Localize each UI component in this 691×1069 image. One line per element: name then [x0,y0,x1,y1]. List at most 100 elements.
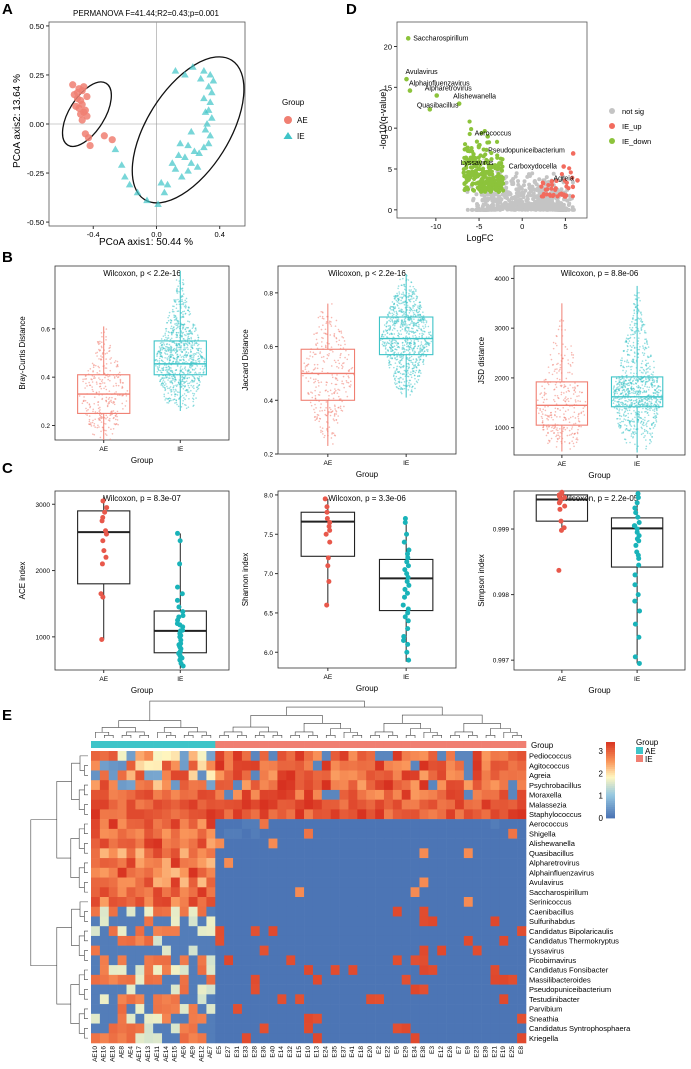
box-bray-point-ie [192,327,194,329]
volcano-point-notsig [509,179,513,183]
box-jsd-point-ie [618,403,620,405]
box-bray-point-ie [173,326,175,328]
box-shannon-point-ae [325,510,330,515]
box-jaccard-point-ie [398,352,400,354]
box-jaccard-point-ae [315,395,317,397]
box-jaccard-point-ae [313,382,315,384]
box-bray-point-ie [186,327,188,329]
box-jsd-point-ie [633,421,635,423]
box-bray-point-ie [182,313,184,315]
box-bray-point-ae [115,391,117,393]
box-jaccard-point-ae [318,382,320,384]
box-jsd-point-ie [644,343,646,345]
box-bray-point-ie [194,369,196,371]
box-jsd-point-ie [653,405,655,407]
heatmap-group-cell [411,741,420,748]
box-jaccard-point-ae [312,392,314,394]
box-shannon-point-ie [406,658,411,663]
box-jsd-point-ie [629,340,631,342]
box-bray-point-ie [170,339,172,341]
box-bray-point-ie [166,377,168,379]
box-bray-point-ie [196,365,198,367]
box-bray-point-ae [98,408,100,410]
box-bray-point-ie [194,380,196,382]
box-jaccard-point-ie [415,289,417,291]
box-bray-point-ae [122,386,124,388]
box-simpson-point-ie [637,520,642,525]
box-jaccard-point-ie [410,383,412,385]
box-bray-point-ae [106,352,108,354]
box-bray-point-ie [181,351,183,353]
volcano-point-up [549,187,553,191]
box-bray-point-ie [185,347,187,349]
box-bray-point-ie [161,349,163,351]
box-jsd-point-ie [628,382,630,384]
box-jaccard-point-ie [409,295,411,297]
box-jaccard-point-ae [342,363,344,365]
box-jsd-point-ie [642,388,644,390]
box-bray-point-ae [109,370,111,372]
box-bray-point-ae [97,424,99,426]
box-ace-point-ae [100,595,105,600]
box-bray-point-ie [165,348,167,350]
box-bray-point-ae [93,425,95,427]
box-jsd-point-ie [635,323,637,325]
box-jsd-point-ie [626,351,628,353]
box-jsd-point-ae [552,419,554,421]
box-jaccard-point-ie [398,320,400,322]
box-jsd-point-ie [655,393,657,395]
box-jaccard-point-ie [399,385,401,387]
box-bray-point-ie [176,359,178,361]
box-bray-point-ie [187,309,189,311]
heatmap-cell [384,761,393,771]
box-jaccard-point-ae [334,333,336,335]
box-jaccard-point-ie [389,328,391,330]
box-jaccard-point-ae [337,392,339,394]
box-jaccard-point-ae [337,389,339,391]
box-jaccard-point-ae [326,384,328,386]
box-bray-point-ie [182,300,184,302]
box-jsd-point-ie [617,388,619,390]
box-jaccard-point-ie [411,331,413,333]
heatmap-group-cell [419,741,428,748]
box-jaccard-point-ie [419,347,421,349]
box-bray-point-ae [120,381,122,383]
box-jaccard-point-ae [331,303,333,305]
box-jaccard-point-ie [422,311,424,313]
box-jaccard-point-ie [397,296,399,298]
box-jaccard-point-ae [333,418,335,420]
box-bray-point-ae [89,407,91,409]
box-jaccard-point-ie [395,383,397,385]
box-jsd-point-ae [565,346,567,348]
box-jaccard-point-ae [341,409,343,411]
box-ace-x-tick-label: IE [177,676,184,683]
box-bray-point-ae [101,332,103,334]
box-jaccard-point-ae [323,360,325,362]
box-jsd-point-ae [559,369,561,371]
heatmap-cell [189,761,198,771]
box-jsd-point-ie [640,379,642,381]
box-jaccard-point-ie [411,356,413,358]
volcano-point-down [471,181,475,185]
box-bray-point-ie [176,360,178,362]
box-jaccard-point-ae [334,413,336,415]
box-jaccard-point-ie [409,394,411,396]
box-jsd-point-ae [539,408,541,410]
box-jaccard-point-ie [391,349,393,351]
box-jsd-point-ie [634,378,636,380]
box-jaccard-point-ae [314,419,316,421]
box-jsd-point-ie [639,393,641,395]
volcano-point-down [468,132,472,136]
box-jsd-point-ae [578,418,580,420]
box-jsd-point-ae [556,378,558,380]
box-bray-point-ie [166,398,168,400]
volcano-point-down [490,169,494,173]
box-bray-point-ie [179,354,181,356]
box-jsd-point-ie [621,409,623,411]
box-jaccard-point-ie [397,305,399,307]
box-jsd-point-ae [577,416,579,418]
box-bray-point-ie [169,400,171,402]
box-jsd-point-ie [630,413,632,415]
box-jsd-point-ie [632,432,634,434]
box-jaccard-point-ie [401,355,403,357]
